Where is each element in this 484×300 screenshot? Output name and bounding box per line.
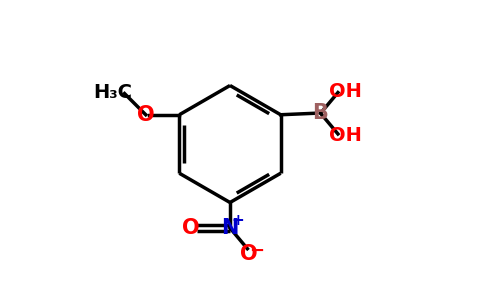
Text: −: − (249, 242, 264, 260)
Text: O: O (137, 105, 154, 125)
Text: OH: OH (329, 126, 362, 145)
Text: H₃C: H₃C (93, 82, 133, 101)
Text: O: O (182, 218, 199, 238)
Text: N: N (221, 218, 239, 238)
Text: O: O (240, 244, 257, 264)
Text: B: B (313, 103, 329, 123)
Text: OH: OH (329, 82, 362, 100)
Text: +: + (232, 213, 244, 228)
